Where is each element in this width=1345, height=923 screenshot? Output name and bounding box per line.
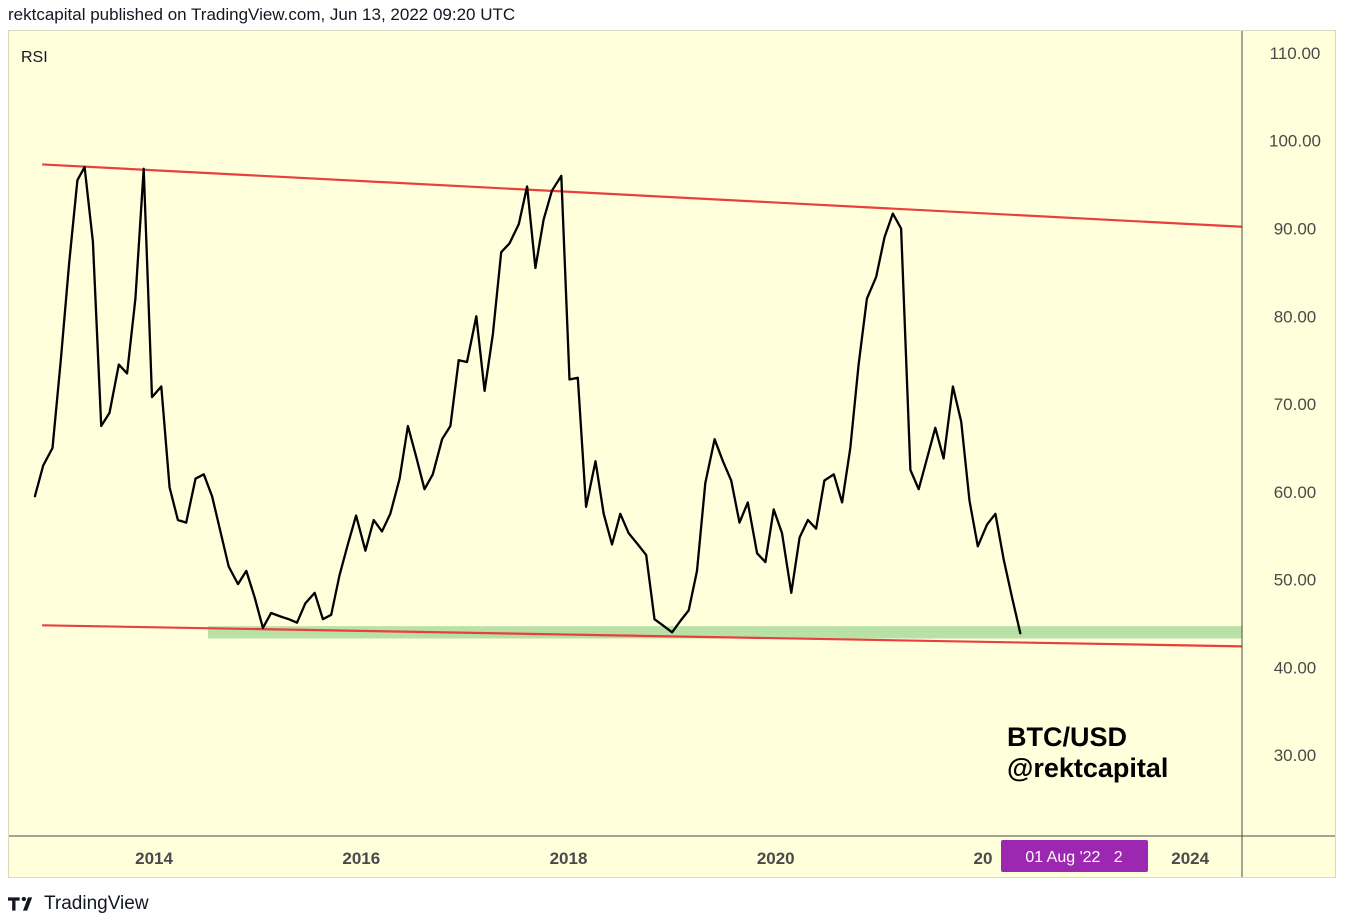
y-tick-label: 100.00 (1269, 132, 1321, 151)
rsi-series-layer (33, 165, 1022, 635)
trendline-layer (42, 163, 1243, 648)
x-tick-label: 2014 (135, 849, 173, 868)
upper-trendline (42, 163, 1243, 228)
footer-brand: TradingView (44, 893, 149, 914)
footer: TradingView (8, 893, 149, 915)
axes-layer (9, 31, 1335, 877)
y-tick-label: 70.00 (1274, 395, 1317, 414)
support-zone-layer (207, 626, 1242, 639)
y-tick-label: 110.00 (1270, 44, 1321, 63)
support-zone-0 (207, 626, 1242, 639)
lower-trendline (42, 624, 1243, 648)
x-tick-label: 2016 (342, 849, 380, 868)
watermark-pair: BTC/USD (1007, 722, 1127, 752)
crosshair-time-badge: 01 Aug '22 2 (1001, 840, 1148, 872)
watermark-handle: @rektcapital (1007, 753, 1168, 783)
publish-header: rektcapital published on TradingView.com… (8, 5, 516, 24)
x-tick-label: 2020 (757, 849, 795, 868)
tradingview-logo-icon (8, 896, 33, 911)
x-tick-label: 2024 (1171, 849, 1209, 868)
crosshair-time-label: 01 Aug '22 2 (1025, 849, 1122, 866)
chart-frame[interactable] (8, 30, 1336, 878)
x-tick-label: 2018 (550, 849, 588, 868)
y-tick-label: 50.00 (1274, 571, 1317, 590)
y-tick-label: 30.00 (1274, 746, 1317, 765)
y-tick-label: 90.00 (1274, 220, 1317, 239)
y-tick-label: 80.00 (1274, 307, 1317, 326)
y-tick-label: 60.00 (1274, 483, 1317, 502)
time-axis: 2014 2016 2018 2020 20 2024 (135, 849, 1209, 868)
y-tick-label: 40.00 (1274, 658, 1317, 677)
x-tick-label: 20 (974, 849, 993, 868)
crosshair-badge-bg (1001, 840, 1148, 872)
rsi-line-0 (33, 165, 1022, 635)
indicator-label: RSI (21, 49, 48, 66)
price-axis: 110.00 100.00 90.00 80.00 70.00 60.00 50.00 40.… (1269, 44, 1321, 765)
